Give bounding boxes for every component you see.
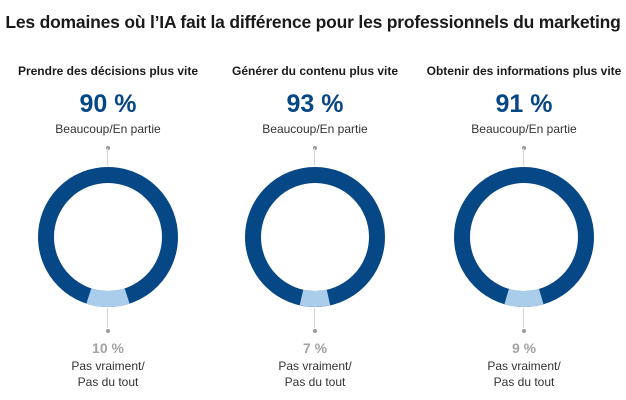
panel-information: Obtenir des informations plus vite 91 % … bbox=[419, 0, 626, 400]
panel-heading: Prendre des décisions plus vite bbox=[17, 64, 199, 78]
chart-title: Les domaines où l’IA fait la différence … bbox=[5, 12, 621, 32]
donut-segment-minor bbox=[38, 167, 178, 307]
connector-dot-top bbox=[313, 146, 317, 150]
donut-chart bbox=[454, 167, 594, 307]
major-percentage: 91 % bbox=[495, 90, 553, 118]
donut-chart bbox=[38, 167, 178, 307]
connector-line-top bbox=[314, 148, 315, 166]
minor-label-line1: Pas vraiment/ bbox=[487, 359, 561, 373]
minor-label-line1: Pas vraiment/ bbox=[278, 359, 352, 373]
major-label: Beaucoup/En partie bbox=[55, 122, 161, 136]
major-label: Beaucoup/En partie bbox=[471, 122, 577, 136]
panel-content: Générer du contenu plus vite 93 % Beauco… bbox=[210, 0, 420, 400]
connector-line-bottom bbox=[314, 308, 315, 328]
connector-line-top bbox=[523, 148, 524, 166]
connector-line-top bbox=[107, 148, 108, 166]
major-label: Beaucoup/En partie bbox=[262, 122, 368, 136]
connector-dot-top bbox=[106, 146, 110, 150]
connector-dot-bottom bbox=[313, 329, 317, 333]
connector-line-bottom bbox=[523, 308, 524, 328]
donut-segment-major bbox=[38, 167, 178, 307]
minor-label: Pas vraiment/ Pas du tout bbox=[3, 358, 213, 390]
minor-percentage: 7 % bbox=[302, 340, 328, 356]
panel-decisions: Prendre des décisions plus vite 90 % Bea… bbox=[3, 0, 213, 400]
donut-chart bbox=[245, 167, 385, 307]
panel-heading: Générer du contenu plus vite bbox=[231, 64, 399, 78]
donut-segment-minor bbox=[454, 167, 594, 307]
minor-label-line1: Pas vraiment/ bbox=[71, 359, 145, 373]
minor-label-line2: Pas du tout bbox=[493, 375, 555, 389]
major-percentage: 93 % bbox=[286, 90, 344, 118]
connector-dot-bottom bbox=[106, 329, 110, 333]
minor-percentage: 9 % bbox=[511, 340, 537, 356]
minor-label-line2: Pas du tout bbox=[284, 375, 346, 389]
connector-dot-bottom bbox=[522, 329, 526, 333]
minor-label: Pas vraiment/ Pas du tout bbox=[419, 358, 626, 390]
minor-percentage: 10 % bbox=[92, 340, 124, 356]
donut-segment-major bbox=[454, 167, 594, 307]
donut-segment-minor bbox=[245, 167, 385, 307]
connector-dot-top bbox=[522, 146, 526, 150]
donut-segment-major bbox=[245, 167, 385, 307]
major-percentage: 90 % bbox=[79, 90, 137, 118]
connector-line-bottom bbox=[107, 308, 108, 328]
minor-label-line2: Pas du tout bbox=[77, 375, 139, 389]
panel-heading: Obtenir des informations plus vite bbox=[426, 64, 622, 78]
minor-label: Pas vraiment/ Pas du tout bbox=[210, 358, 420, 390]
